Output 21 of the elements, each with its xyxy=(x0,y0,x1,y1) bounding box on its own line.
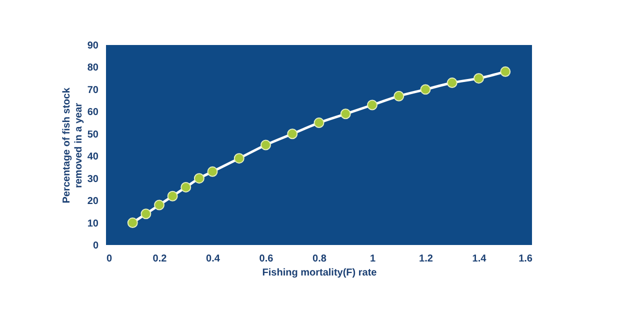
y-tick-label: 70 xyxy=(87,84,99,96)
y-tick-label: 40 xyxy=(87,152,99,163)
y-tick-label: 30 xyxy=(87,174,99,185)
y-tick-label: 0 xyxy=(92,240,99,252)
x-tick-label: 1.2 xyxy=(419,254,434,264)
x-tick-label: 0.6 xyxy=(259,254,274,264)
x-tick-label: 0 xyxy=(106,254,112,264)
x-tick-label: 1 xyxy=(370,254,376,264)
y-tick-label: 10 xyxy=(87,218,99,230)
y-axis-title: Percentage of fish stock removed in a year xyxy=(61,87,84,204)
y-tick-label: 90 xyxy=(87,40,99,52)
x-tick-label: 1.4 xyxy=(472,254,487,264)
x-tick-label: 1.6 xyxy=(518,254,533,264)
x-axis-title: Fishing mortality(F) rate xyxy=(262,268,378,278)
y-tick-label: 20 xyxy=(87,196,99,208)
y-tick-label: 50 xyxy=(87,129,99,140)
y-tick-label: 60 xyxy=(87,107,99,118)
x-tick-label: 0.8 xyxy=(312,254,327,264)
y-tick-label: 80 xyxy=(87,62,99,74)
x-tick-label: 0.2 xyxy=(152,254,168,264)
x-tick-label: 0.4 xyxy=(206,254,220,264)
